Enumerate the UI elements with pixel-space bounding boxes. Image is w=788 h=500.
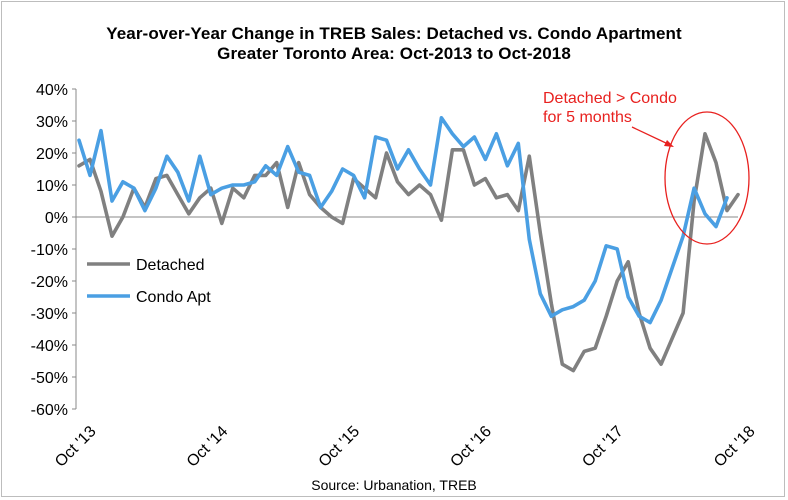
series-layer — [77, 116, 740, 373]
y-tick-label: 30% — [36, 114, 68, 131]
y-tick-label: -10% — [31, 242, 68, 259]
x-tick-label: Oct '16 — [447, 423, 495, 471]
source-note: Source: Urbanation, TREB — [311, 477, 477, 493]
annotation-line-2: for 5 months — [543, 109, 632, 126]
legend-label: Detached — [136, 257, 205, 274]
x-tick-label: Oct '15 — [316, 423, 364, 471]
y-tick-label: 40% — [36, 82, 68, 99]
annotation-ellipse — [664, 111, 750, 245]
y-tick-label: -60% — [31, 402, 68, 419]
y-tick-label: 10% — [36, 178, 68, 195]
annotation-arrowhead — [664, 140, 674, 147]
annotation-line-1: Detached > Condo — [543, 90, 677, 107]
annotation: Detached > Condo for 5 months — [543, 90, 750, 245]
series-line-detached — [77, 132, 740, 373]
x-tick-label: Oct '13 — [52, 423, 100, 471]
axes: 40% 30% 20% 10% 0% -10% -20% -30% -40% -50% -60% Oc… — [31, 82, 759, 471]
legend-label: Condo Apt — [136, 289, 211, 306]
series-line-condo-apt — [77, 116, 729, 325]
chart-title: Year-over-Year Change in TREB Sales: Det… — [106, 24, 682, 43]
x-tick-label: Oct '14 — [184, 423, 232, 471]
chart-subtitle: Greater Toronto Area: Oct-2013 to Oct-20… — [217, 44, 571, 63]
x-tick-label: Oct '17 — [579, 423, 627, 471]
legend: Detached Condo Apt — [87, 257, 211, 306]
annotation-arrow — [631, 126, 669, 145]
y-tick-label: -20% — [31, 274, 68, 291]
y-tick-label: 0% — [45, 210, 68, 227]
y-tick-label: -50% — [31, 370, 68, 387]
y-tick-label: 20% — [36, 146, 68, 163]
y-tick-label: -30% — [31, 306, 68, 323]
x-tick-label: Oct '18 — [711, 423, 759, 471]
y-tick-label: -40% — [31, 338, 68, 355]
